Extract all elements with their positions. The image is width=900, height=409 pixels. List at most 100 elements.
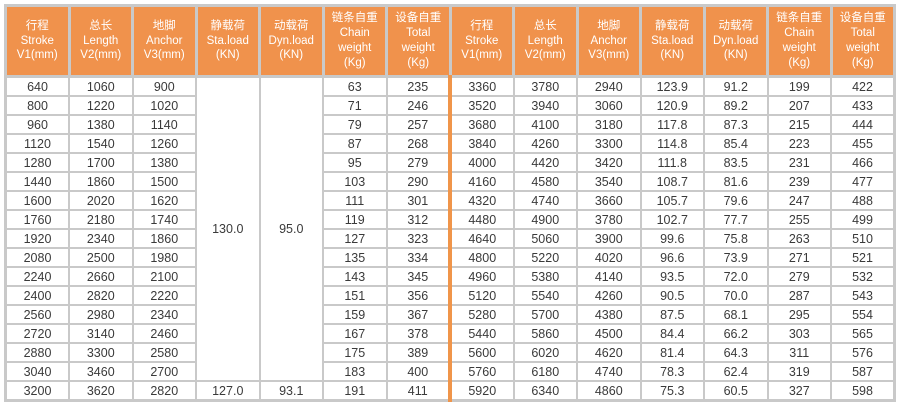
cell-right-chain-weight: 239 — [766, 171, 832, 192]
table-row: 1760 2180 1740 119 312 4480 4900 3780 102.7 77.7 2… — [4, 209, 896, 230]
cell-right-dyn-load: 70.0 — [703, 285, 769, 306]
cell-right-length: 4420 — [512, 152, 578, 173]
cell-right-stroke: 5120 — [448, 285, 515, 306]
cell-right-anchor: 3780 — [576, 209, 642, 230]
cell-right-stroke: 5920 — [448, 380, 515, 402]
spec-table-frame: 行程 Stroke V1(mm) 总长 Length V2(mm) 地脚 Ancho… — [4, 4, 896, 402]
cell-left-length: 1860 — [68, 171, 134, 192]
cell-left-anchor: 1260 — [131, 133, 197, 154]
cell-right-sta-load: 87.5 — [639, 304, 705, 325]
cell-left-chain-weight: 175 — [322, 342, 388, 363]
cell-left-length: 2180 — [68, 209, 134, 230]
cell-right-anchor: 4140 — [576, 266, 642, 287]
cell-right-total-weight: 521 — [830, 247, 896, 268]
cell-left-length: 1540 — [68, 133, 134, 154]
cell-left-total-weight: 312 — [385, 209, 451, 230]
cell-left-chain-weight: 151 — [322, 285, 388, 306]
cell-left-length: 1700 — [68, 152, 134, 173]
cell-left-length: 3460 — [68, 361, 134, 382]
cell-right-total-weight: 477 — [830, 171, 896, 192]
cell-left-length: 1060 — [68, 75, 134, 97]
table-row: 2880 3300 2580 175 389 5600 6020 4620 81.4 64.3 31… — [4, 342, 896, 363]
table-row: 1920 2340 1860 127 323 4640 5060 3900 99.6 75.8 26… — [4, 228, 896, 249]
cell-left-anchor: 1380 — [131, 152, 197, 173]
cell-left-stroke: 1920 — [4, 228, 70, 249]
cell-left-stroke: 2720 — [4, 323, 70, 344]
cell-right-dyn-load: 89.2 — [703, 95, 769, 116]
cell-right-total-weight: 444 — [830, 114, 896, 135]
cell-left-anchor: 2220 — [131, 285, 197, 306]
cell-right-dyn-load: 72.0 — [703, 266, 769, 287]
cell-left-chain-weight: 119 — [322, 209, 388, 230]
cell-right-sta-load: 123.9 — [639, 75, 705, 97]
cell-left-anchor: 2580 — [131, 342, 197, 363]
cell-left-length: 2660 — [68, 266, 134, 287]
cell-right-sta-load: 117.8 — [639, 114, 705, 135]
cell-right-sta-load: 75.3 — [639, 380, 705, 402]
cell-left-total-weight: 323 — [385, 228, 451, 249]
cell-right-anchor: 3900 — [576, 228, 642, 249]
cell-right-length: 4260 — [512, 133, 578, 154]
spec-table: 行程 Stroke V1(mm) 总长 Length V2(mm) 地脚 Ancho… — [4, 4, 896, 402]
cell-left-stroke: 2880 — [4, 342, 70, 363]
cell-right-stroke: 3680 — [448, 114, 515, 135]
cell-left-chain-weight: 111 — [322, 190, 388, 211]
cell-right-sta-load: 102.7 — [639, 209, 705, 230]
table-row: 1440 1860 1500 103 290 4160 4580 3540 108.7 81.6 2… — [4, 171, 896, 192]
cell-right-chain-weight: 295 — [766, 304, 832, 325]
cell-left-sta-load: 127.0 — [195, 380, 261, 402]
cell-right-dyn-load: 68.1 — [703, 304, 769, 325]
cell-left-anchor: 1740 — [131, 209, 197, 230]
cell-left-total-weight: 257 — [385, 114, 451, 135]
cell-right-sta-load: 120.9 — [639, 95, 705, 116]
cell-left-anchor: 2460 — [131, 323, 197, 344]
cell-left-anchor: 1620 — [131, 190, 197, 211]
cell-right-sta-load: 114.8 — [639, 133, 705, 154]
cell-right-total-weight: 543 — [830, 285, 896, 306]
cell-left-chain-weight: 71 — [322, 95, 388, 116]
cell-right-dyn-load: 87.3 — [703, 114, 769, 135]
table-row: 2400 2820 2220 151 356 5120 5540 4260 90.5 70.0 28… — [4, 285, 896, 306]
cell-right-dyn-load: 85.4 — [703, 133, 769, 154]
cell-right-chain-weight: 199 — [766, 75, 832, 97]
cell-right-dyn-load: 64.3 — [703, 342, 769, 363]
cell-left-total-weight: 290 — [385, 171, 451, 192]
cell-left-chain-weight: 183 — [322, 361, 388, 382]
cell-right-stroke: 5760 — [448, 361, 515, 382]
cell-left-stroke: 2400 — [4, 285, 70, 306]
cell-left-anchor: 900 — [131, 75, 197, 97]
cell-left-chain-weight: 87 — [322, 133, 388, 154]
table-row: 2240 2660 2100 143 345 4960 5380 4140 93.5 72.0 27… — [4, 266, 896, 287]
table-row: 3200 3620 2820 127.0 93.1 191 411 5920 6340 4860 7… — [4, 380, 896, 402]
cell-right-chain-weight: 319 — [766, 361, 832, 382]
cell-right-total-weight: 433 — [830, 95, 896, 116]
cell-left-stroke: 2560 — [4, 304, 70, 325]
cell-left-length: 2020 — [68, 190, 134, 211]
cell-right-dyn-load: 83.5 — [703, 152, 769, 173]
cell-right-stroke: 3520 — [448, 95, 515, 116]
cell-right-length: 5540 — [512, 285, 578, 306]
cell-right-sta-load: 93.5 — [639, 266, 705, 287]
cell-right-stroke: 4160 — [448, 171, 515, 192]
cell-right-stroke: 4960 — [448, 266, 515, 287]
cell-left-length: 2980 — [68, 304, 134, 325]
cell-right-stroke: 4000 — [448, 152, 515, 173]
table-row: 960 1380 1140 79 257 3680 4100 3180 117.8 87.3 215… — [4, 114, 896, 135]
cell-right-dyn-load: 62.4 — [703, 361, 769, 382]
cell-right-sta-load: 105.7 — [639, 190, 705, 211]
cell-left-anchor: 2820 — [131, 380, 197, 402]
cell-right-chain-weight: 247 — [766, 190, 832, 211]
cell-left-stroke: 800 — [4, 95, 70, 116]
header-right-dyn-load: 动载荷 Dyn.load (KN) — [702, 4, 769, 78]
table-row: 1600 2020 1620 111 301 4320 4740 3660 105.7 79.6 2… — [4, 190, 896, 211]
cell-right-sta-load: 111.8 — [639, 152, 705, 173]
table-row: 2720 3140 2460 167 378 5440 5860 4500 84.4 66.2 30… — [4, 323, 896, 344]
cell-left-chain-weight: 127 — [322, 228, 388, 249]
cell-right-length: 4100 — [512, 114, 578, 135]
cell-right-anchor: 3300 — [576, 133, 642, 154]
cell-right-length: 5860 — [512, 323, 578, 344]
cell-right-dyn-load: 60.5 — [703, 380, 769, 402]
cell-right-length: 3780 — [512, 75, 578, 97]
cell-right-anchor: 3180 — [576, 114, 642, 135]
cell-left-stroke: 1760 — [4, 209, 70, 230]
